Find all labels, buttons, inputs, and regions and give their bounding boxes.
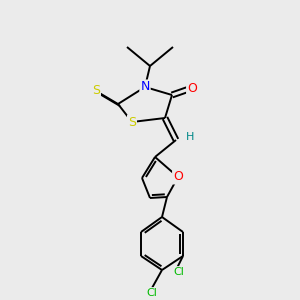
Text: N: N [140, 80, 150, 94]
Text: S: S [92, 85, 100, 98]
Text: S: S [128, 116, 136, 128]
Text: H: H [186, 132, 194, 142]
Text: O: O [187, 82, 197, 94]
Text: Cl: Cl [174, 267, 184, 277]
Text: Cl: Cl [147, 288, 158, 298]
Text: O: O [173, 170, 183, 184]
